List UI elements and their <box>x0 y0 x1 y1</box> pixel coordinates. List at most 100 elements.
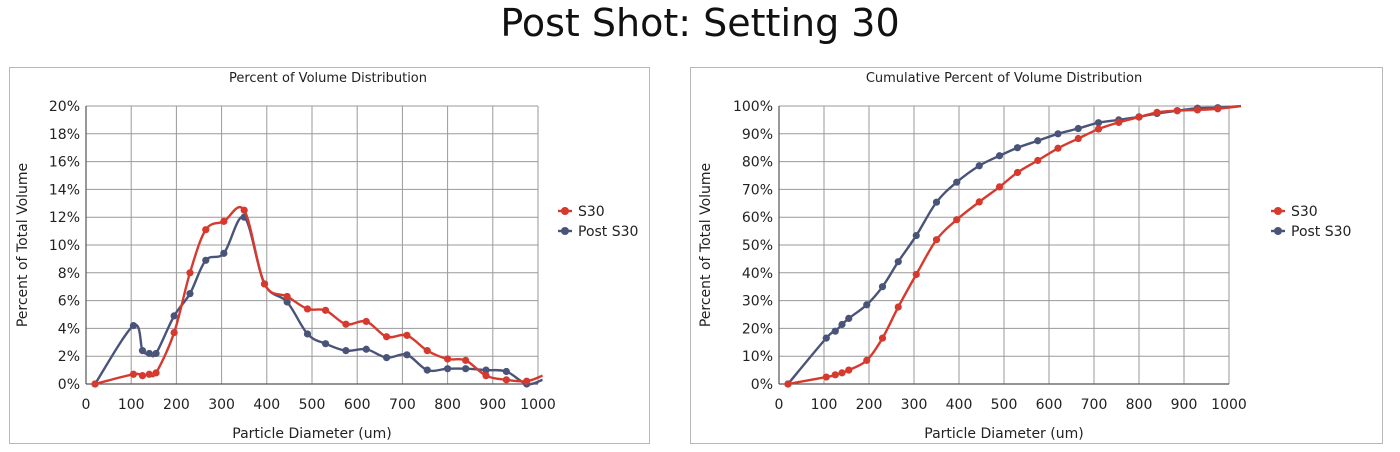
data-point <box>1115 118 1123 127</box>
y-tick-label: 50% <box>742 238 773 254</box>
x-tick-label: 100 <box>811 397 838 413</box>
data-point <box>912 231 920 240</box>
x-tick-label: 700 <box>389 397 416 413</box>
data-point <box>1013 144 1022 152</box>
data-point <box>382 353 391 362</box>
cumulative-distribution-chart-panel: Cumulative Percent of Volume Distributio… <box>690 67 1383 444</box>
data-point <box>152 349 160 358</box>
cumulative-distribution-chart: Cumulative Percent of Volume Distributio… <box>698 71 1351 442</box>
data-point <box>444 365 452 373</box>
y-tick-label: 14% <box>49 182 80 198</box>
data-point <box>403 331 411 339</box>
data-point <box>1135 113 1143 121</box>
data-point <box>145 370 153 378</box>
data-point <box>784 380 792 388</box>
data-point <box>1214 105 1222 113</box>
x-tick-label: 300 <box>901 397 928 413</box>
x-tick-label: 500 <box>991 397 1018 413</box>
data-point <box>444 355 452 363</box>
x-tick-label: 600 <box>344 397 371 413</box>
y-tick-label: 80% <box>742 155 773 171</box>
data-point <box>240 206 248 214</box>
data-point <box>845 366 853 374</box>
data-point <box>91 380 99 388</box>
data-point <box>523 377 531 385</box>
legend-marker <box>561 207 569 215</box>
data-point <box>975 162 983 170</box>
legend: S30 Post S30 <box>558 204 638 240</box>
data-point <box>321 306 330 314</box>
data-point <box>321 340 330 348</box>
series-s30 <box>784 104 1241 388</box>
series-post-s30 <box>784 104 1241 388</box>
x-tick-label: 800 <box>434 397 461 413</box>
x-axis-label: Particle Diameter (um) <box>924 426 1083 442</box>
volume-distribution-chart-panel: Percent of Volume Distribution 0% 2% 4% 6% 8%… <box>9 67 650 444</box>
data-point <box>283 292 291 301</box>
data-point <box>863 356 871 364</box>
data-point <box>953 216 961 224</box>
data-point <box>1173 107 1181 115</box>
y-tick-label: 90% <box>742 127 773 143</box>
gridlines <box>85 105 539 385</box>
data-point <box>202 226 210 234</box>
data-point <box>202 256 210 264</box>
data-point <box>403 351 411 359</box>
data-point <box>838 369 846 377</box>
y-tick-label: 0% <box>751 377 773 393</box>
data-point <box>502 367 510 376</box>
data-point <box>1013 168 1022 177</box>
legend-marker <box>1274 207 1282 215</box>
x-tick-label: 400 <box>946 397 973 413</box>
data-point <box>1074 124 1082 133</box>
x-tick-label: 200 <box>163 397 190 413</box>
data-point <box>1153 108 1161 116</box>
data-point <box>1034 137 1042 145</box>
data-point <box>170 328 178 337</box>
y-tick-label: 0% <box>58 377 80 393</box>
data-point <box>382 333 391 341</box>
data-point <box>170 312 178 320</box>
data-point <box>831 371 839 379</box>
data-point <box>863 301 871 309</box>
x-tick-label: 800 <box>1126 397 1153 413</box>
page-title: Post Shot: Setting 30 <box>500 1 900 45</box>
data-point <box>878 283 887 291</box>
y-tick-label: 16% <box>49 155 80 171</box>
legend: S30 Post S30 <box>1271 204 1351 240</box>
y-tick-label: 40% <box>742 266 773 282</box>
series-post-s30 <box>91 213 543 388</box>
series-line <box>94 205 543 386</box>
y-tick-label: 6% <box>58 294 80 310</box>
y-axis-label: Percent of Total Volume <box>698 163 714 327</box>
x-tick-label: 400 <box>253 397 280 413</box>
x-tick-label: 500 <box>299 397 326 413</box>
data-point <box>129 322 138 330</box>
data-point <box>220 249 228 257</box>
volume-distribution-chart: Percent of Volume Distribution 0% 2% 4% 6% 8%… <box>15 71 638 442</box>
data-point <box>138 372 147 380</box>
data-point <box>145 349 153 358</box>
x-tick-label: 200 <box>856 397 883 413</box>
data-point <box>822 334 830 342</box>
x-tick-label: 900 <box>1171 397 1198 413</box>
data-point <box>186 290 194 298</box>
y-tick-label: 60% <box>742 210 773 226</box>
data-point <box>423 347 431 355</box>
data-point <box>303 305 312 313</box>
data-point <box>186 269 194 277</box>
x-axis-label: Particle Diameter (um) <box>232 426 391 442</box>
x-tick-label: 1000 <box>520 397 556 413</box>
data-point <box>932 236 941 244</box>
y-tick-label: 2% <box>58 349 80 365</box>
data-point <box>1193 106 1202 114</box>
data-point <box>462 356 470 364</box>
data-point <box>220 217 228 225</box>
x-tick-label: 600 <box>1036 397 1063 413</box>
y-tick-label: 4% <box>58 321 80 337</box>
data-point <box>482 366 490 374</box>
data-point <box>1074 134 1082 143</box>
x-tick-label: 300 <box>208 397 235 413</box>
chart-title: Percent of Volume Distribution <box>229 71 427 86</box>
data-point <box>953 178 961 186</box>
